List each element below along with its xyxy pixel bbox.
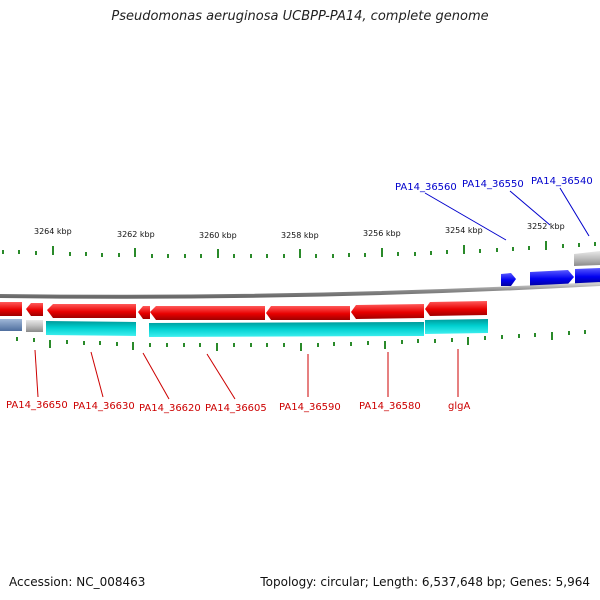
ruler-label: 3256 kbp bbox=[363, 229, 401, 238]
gene-label-forward[interactable]: PA14_36560 bbox=[395, 182, 457, 193]
inner-tick-row bbox=[16, 330, 586, 351]
label-leader-line bbox=[142, 352, 170, 400]
minor-ticks bbox=[2, 242, 596, 258]
gene-arrow-forward[interactable] bbox=[530, 270, 574, 286]
gene-label-reverse[interactable]: PA14_36630 bbox=[73, 401, 135, 412]
ruler-label: 3264 kbp bbox=[34, 227, 72, 236]
gene-label-reverse[interactable]: PA14_36650 bbox=[6, 400, 68, 411]
ruler-label: 3260 kbp bbox=[199, 231, 237, 240]
gene-label-reverse[interactable]: glgA bbox=[448, 401, 470, 412]
gene-arrow-reverse[interactable] bbox=[150, 306, 265, 320]
ruler-labels: 3264 kbp 3262 kbp 3260 kbp 3258 kbp 3256… bbox=[34, 222, 565, 240]
feature-block-grey[interactable] bbox=[26, 320, 43, 332]
gene-arrow-reverse[interactable] bbox=[425, 301, 487, 316]
feature-block-cyan[interactable] bbox=[149, 322, 424, 337]
gene-label-reverse[interactable]: PA14_36605 bbox=[205, 403, 267, 414]
outer-tick-row bbox=[2, 241, 596, 258]
major-tick bbox=[299, 249, 301, 258]
gene-arrow-forward[interactable] bbox=[501, 273, 516, 286]
forward-strand bbox=[501, 251, 600, 286]
major-tick bbox=[463, 245, 465, 254]
gene-label-reverse[interactable]: PA14_36580 bbox=[359, 401, 421, 412]
gene-label-reverse[interactable]: PA14_36590 bbox=[279, 402, 341, 413]
gene-arrow-reverse[interactable] bbox=[266, 306, 350, 320]
gene-block-grey[interactable] bbox=[574, 251, 600, 266]
label-leader-line bbox=[206, 353, 236, 400]
reverse-strand bbox=[0, 301, 487, 320]
label-leader-line bbox=[509, 190, 551, 226]
label-leader-line bbox=[424, 192, 507, 241]
gene-arrow-reverse[interactable] bbox=[0, 302, 22, 316]
feature-block-cyan[interactable] bbox=[46, 321, 136, 336]
gene-arrow-reverse[interactable] bbox=[47, 304, 136, 318]
major-tick bbox=[134, 248, 136, 257]
feature-block-cyan[interactable] bbox=[425, 319, 488, 334]
feature-block-steel[interactable] bbox=[0, 319, 22, 331]
gene-arrow-reverse[interactable] bbox=[138, 306, 150, 319]
label-leader-line bbox=[559, 187, 590, 237]
map-title: Pseudomonas aeruginosa UCBPP-PA14, compl… bbox=[111, 9, 489, 24]
major-tick bbox=[545, 241, 547, 250]
reverse-feature-band bbox=[0, 319, 488, 337]
accession-label: Accession: NC_008463 bbox=[9, 575, 146, 589]
gene-arrow-reverse[interactable] bbox=[351, 304, 424, 319]
ruler-label: 3262 kbp bbox=[117, 230, 155, 239]
label-leader-line bbox=[34, 349, 39, 398]
label-leader-line bbox=[90, 351, 104, 398]
gene-label-reverse[interactable]: PA14_36620 bbox=[139, 403, 201, 414]
genome-summary: Topology: circular; Length: 6,537,648 bp… bbox=[260, 575, 590, 589]
major-tick bbox=[381, 248, 383, 257]
ruler-label: 3252 kbp bbox=[527, 222, 565, 231]
genome-backbone bbox=[0, 282, 600, 299]
ruler-label: 3258 kbp bbox=[281, 231, 319, 240]
forward-gene-labels: PA14_36560 PA14_36550 PA14_36540 bbox=[395, 176, 593, 241]
gene-label-forward[interactable]: PA14_36540 bbox=[531, 176, 593, 187]
major-tick bbox=[52, 246, 54, 255]
major-tick bbox=[217, 249, 219, 258]
ruler-label: 3254 kbp bbox=[445, 226, 483, 235]
reverse-gene-labels: PA14_36650 PA14_36630 PA14_36620 PA14_36… bbox=[6, 349, 470, 414]
gene-label-forward[interactable]: PA14_36550 bbox=[462, 179, 524, 190]
gene-arrow-reverse[interactable] bbox=[26, 303, 43, 316]
gene-arrow-forward[interactable] bbox=[575, 268, 600, 284]
